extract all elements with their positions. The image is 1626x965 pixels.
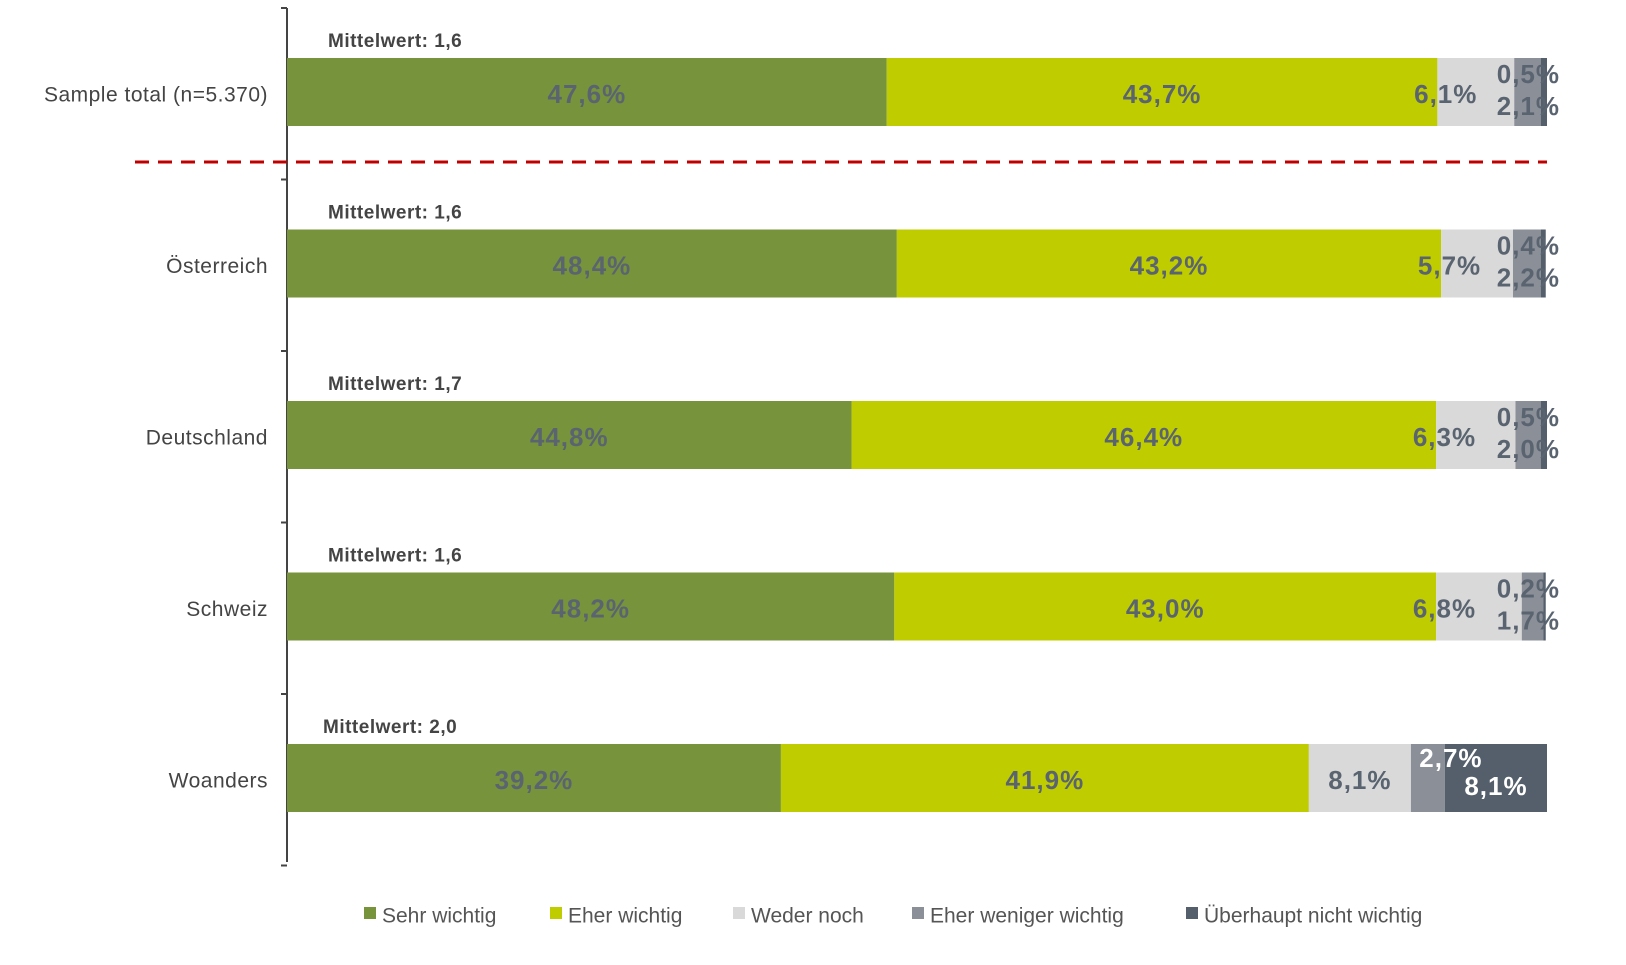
value-label: 0,2% bbox=[1497, 573, 1560, 603]
legend-swatch bbox=[1186, 907, 1198, 919]
legend-label: Weder noch bbox=[751, 905, 864, 928]
value-label: 43,0% bbox=[1126, 593, 1205, 623]
value-label: 2,0% bbox=[1497, 434, 1560, 464]
value-label: 43,7% bbox=[1123, 79, 1202, 109]
value-label: 1,7% bbox=[1497, 605, 1560, 635]
category-label: Österreich bbox=[166, 255, 268, 278]
value-label: 0,5% bbox=[1497, 59, 1560, 89]
category-label: Sample total (n=5.370) bbox=[44, 84, 268, 107]
mean-label: Mittelwert: 1,6 bbox=[328, 31, 462, 52]
value-label: 39,2% bbox=[495, 765, 574, 795]
legend-label: Sehr wichtig bbox=[382, 905, 496, 928]
legend-swatch bbox=[912, 907, 924, 919]
value-label: 48,4% bbox=[553, 250, 632, 280]
value-label: 47,6% bbox=[548, 79, 627, 109]
mean-label: Mittelwert: 1,7 bbox=[328, 374, 462, 395]
value-label: 6,3% bbox=[1413, 422, 1476, 452]
value-label: 46,4% bbox=[1104, 422, 1183, 452]
value-label: 6,8% bbox=[1413, 593, 1476, 623]
category-label: Woanders bbox=[169, 770, 268, 793]
mean-label: Mittelwert: 2,0 bbox=[323, 717, 457, 738]
value-label: 6,1% bbox=[1414, 79, 1477, 109]
legend-swatch bbox=[550, 907, 562, 919]
value-label: 44,8% bbox=[530, 422, 609, 452]
legend-label: Überhaupt nicht wichtig bbox=[1204, 905, 1422, 928]
value-label: 41,9% bbox=[1006, 765, 1085, 795]
value-label: 8,1% bbox=[1328, 765, 1391, 795]
legend-swatch bbox=[364, 907, 376, 919]
mean-label: Mittelwert: 1,6 bbox=[328, 203, 462, 224]
mean-label: Mittelwert: 1,6 bbox=[328, 546, 462, 567]
legend-label: Eher wichtig bbox=[568, 905, 682, 928]
legend-label: Eher weniger wichtig bbox=[930, 905, 1124, 928]
value-label: 43,2% bbox=[1130, 250, 1209, 280]
value-label: 5,7% bbox=[1418, 250, 1481, 280]
value-label: 2,2% bbox=[1497, 262, 1560, 292]
value-label: 2,1% bbox=[1497, 91, 1560, 121]
value-label: 48,2% bbox=[551, 593, 630, 623]
value-label: 2,7% bbox=[1419, 743, 1482, 773]
category-label: Deutschland bbox=[146, 427, 268, 450]
legend-swatch bbox=[733, 907, 745, 919]
value-label: 8,1% bbox=[1464, 771, 1527, 801]
value-label: 0,5% bbox=[1497, 402, 1560, 432]
value-label: 0,4% bbox=[1497, 230, 1560, 260]
category-label: Schweiz bbox=[186, 598, 268, 621]
chart: Sample total (n=5.370) Mittelwert: 1,6 47,… bbox=[0, 0, 1626, 965]
